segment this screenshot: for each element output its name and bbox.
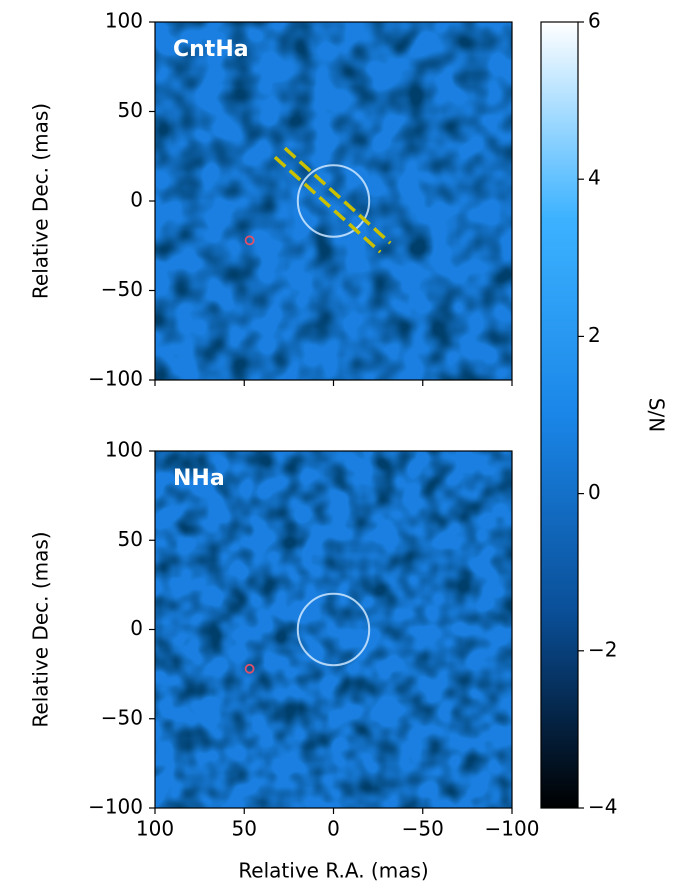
x-axis-label: Relative R.A. (mas)	[238, 859, 428, 883]
image-texture	[155, 451, 512, 808]
x-tick-label: 50	[232, 817, 257, 841]
y-tick-label: −100	[88, 367, 143, 391]
y-tick-label: 0	[130, 188, 143, 212]
colorbar-tick-label: 0	[588, 480, 601, 504]
y-axis-label: Relative Dec. (mas)	[29, 531, 53, 727]
marker	[244, 663, 255, 674]
colorbar-tick-label: 2	[588, 323, 601, 347]
ring	[296, 592, 371, 667]
ring	[296, 164, 371, 238]
dashed-line	[273, 155, 382, 254]
colorbar-tick-label: 6	[588, 9, 601, 33]
colorbar-tick-label: 4	[588, 166, 601, 190]
y-tick-label: 100	[105, 9, 143, 33]
x-tick-label: 0	[327, 817, 340, 841]
dashed-line	[283, 146, 392, 245]
y-tick-label: 50	[118, 527, 143, 551]
panel-title: CntHa	[173, 37, 249, 62]
y-tick-label: 50	[118, 98, 143, 122]
y-tick-label: 0	[130, 616, 143, 640]
x-tick-label: −50	[402, 817, 444, 841]
y-axis-label: Relative Dec. (mas)	[29, 103, 53, 299]
colorbar	[540, 21, 579, 809]
y-tick-label: −50	[101, 277, 143, 301]
colorbar-label: S/N	[645, 398, 669, 432]
y-tick-label: −100	[88, 795, 143, 819]
y-tick-label: 100	[105, 438, 143, 462]
image-texture	[155, 22, 512, 380]
x-tick-label: −100	[485, 817, 540, 841]
y-tick-label: −50	[101, 705, 143, 729]
marker	[244, 235, 255, 246]
x-tick-label: 100	[136, 817, 174, 841]
panel-title: NHa	[173, 466, 225, 491]
colorbar-tick-label: −4	[588, 795, 617, 819]
colorbar-tick-label: −2	[588, 637, 617, 661]
